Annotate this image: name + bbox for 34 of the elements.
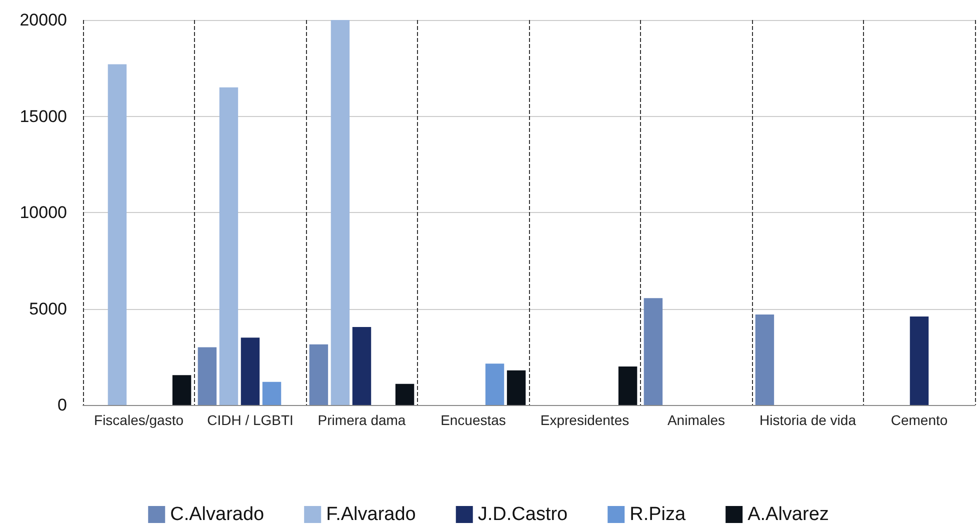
- bar: [309, 344, 328, 405]
- bar: [506, 370, 526, 405]
- bar: [352, 327, 372, 405]
- bar: [219, 87, 238, 405]
- x-tick-label: Expresidentes: [540, 412, 630, 428]
- legend-label: C.Alvarado: [170, 504, 264, 525]
- y-tick-label: 20000: [20, 10, 67, 30]
- bar: [755, 314, 774, 405]
- bar: [240, 338, 260, 405]
- x-tick-label: Fiscales/gasto: [94, 412, 184, 428]
- bar: [395, 384, 414, 405]
- legend-label: R.Piza: [630, 504, 686, 525]
- legend-label: F.Alvarado: [326, 504, 416, 525]
- bar: [198, 347, 217, 405]
- x-tick-label: Encuestas: [440, 412, 506, 428]
- y-tick-label: 0: [58, 396, 67, 414]
- x-tick-label: CIDH / LGBTI: [207, 412, 294, 428]
- y-tick-label: 10000: [20, 203, 67, 222]
- bar: [330, 20, 350, 405]
- bar: [262, 382, 282, 405]
- legend-label: A.Alvarez: [748, 504, 829, 525]
- y-tick-label: 5000: [29, 299, 67, 318]
- bar: [485, 364, 504, 405]
- x-tick-label: Historia de vida: [760, 412, 856, 428]
- bar: [172, 375, 192, 405]
- bar: [618, 366, 638, 405]
- bar: [910, 316, 929, 405]
- y-tick-label: 15000: [20, 106, 67, 126]
- x-tick-label: Primera dama: [318, 412, 406, 428]
- x-tick-label: Cemento: [890, 412, 948, 428]
- bar: [108, 64, 127, 405]
- legend-label: J.D.Castro: [478, 504, 568, 525]
- x-tick-label: Animales: [667, 412, 726, 428]
- bar: [644, 298, 663, 405]
